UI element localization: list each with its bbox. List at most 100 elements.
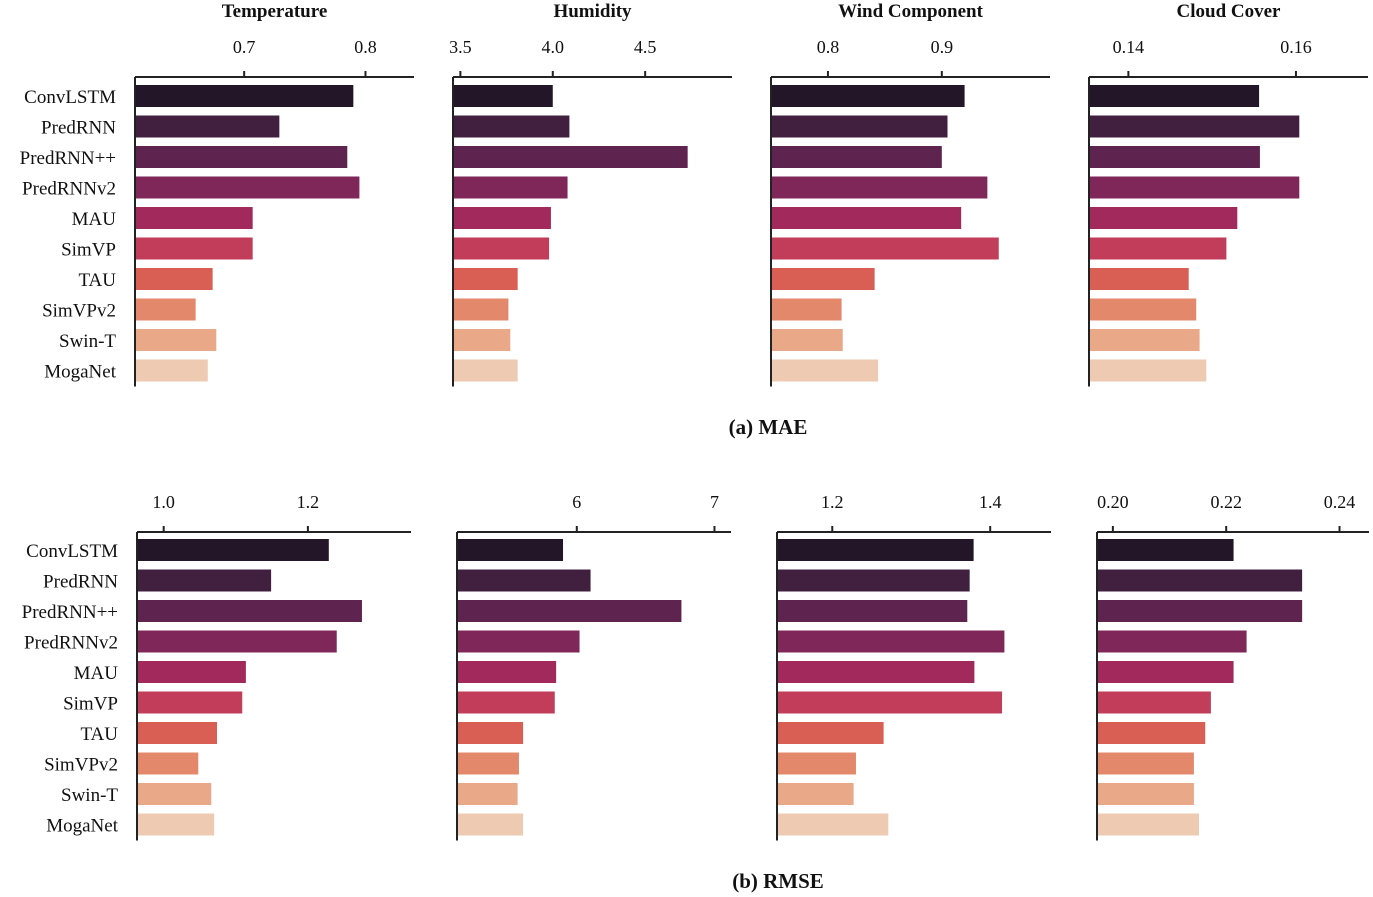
x-tick-label: 0.8: [354, 37, 377, 57]
bar-mau: [458, 661, 557, 683]
x-tick-label: 4.0: [542, 37, 565, 57]
bar-mau: [778, 661, 975, 683]
panel-title-cloud-cover: Cloud Cover: [1177, 1, 1282, 22]
category-label-convlstm: ConvLSTM: [24, 87, 116, 108]
x-tick-label: 1.2: [297, 492, 320, 512]
x-tick-label: 4.5: [634, 37, 657, 57]
bar-moganet: [458, 813, 524, 836]
bar-predrnn: [772, 146, 942, 168]
x-tick-label: 0.20: [1097, 492, 1129, 512]
category-label-predrnn: PredRNN: [43, 572, 118, 593]
category-label-mau: MAU: [74, 663, 119, 684]
bar-tau: [138, 722, 218, 744]
bar-convlstm: [138, 539, 329, 561]
x-tick-label: 7: [710, 492, 719, 512]
panel-mae-3: 0.8 0.9 Wind Component: [770, 1, 1050, 387]
category-label-moganet: MogaNet: [46, 816, 118, 837]
x-tick-label: 0.7: [233, 37, 256, 57]
bar-simvpv2: [458, 752, 519, 775]
category-label-simvpv2: SimVPv2: [42, 301, 116, 322]
bar-predrnn: [772, 115, 948, 138]
bar-predrnnv2: [454, 176, 568, 199]
bar-simvp: [454, 237, 550, 260]
bar-convlstm: [1090, 85, 1260, 107]
bar-predrnnv2: [778, 630, 1005, 653]
category-label-simvp: SimVP: [63, 694, 118, 715]
bar-simvpv2: [136, 298, 196, 321]
bar-mau: [136, 207, 253, 229]
bar-convlstm: [1098, 539, 1234, 561]
x-tick-label: 0.22: [1210, 492, 1242, 512]
bar-predrnn: [458, 569, 591, 592]
bar-predrnn: [1098, 569, 1303, 592]
bar-predrnnv2: [1090, 176, 1300, 199]
bar-swin-t: [778, 783, 854, 805]
bar-mau: [1098, 661, 1234, 683]
bar-moganet: [138, 813, 215, 836]
bar-predrnn: [138, 569, 272, 592]
bar-simvp: [458, 691, 555, 714]
category-label-predrnn: PredRNN: [41, 118, 116, 139]
bar-predrnn: [778, 569, 970, 592]
bar-tau: [136, 268, 213, 290]
bar-simvpv2: [778, 752, 856, 775]
bar-mau: [772, 207, 962, 229]
bar-swin-t: [772, 329, 843, 351]
bar-moganet: [1098, 813, 1199, 836]
bar-convlstm: [772, 85, 965, 107]
bar-predrnnv2: [458, 630, 580, 653]
plots-layer: ConvLSTM PredRNN PredRNN++ PredRNNv2 MAU SimV…: [20, 1, 1369, 841]
bar-simvp: [1098, 691, 1211, 714]
bar-predrnnv2: [138, 630, 337, 653]
bar-predrnn: [458, 600, 682, 622]
bar-predrnn: [1090, 146, 1260, 168]
bar-predrnnv2: [136, 176, 360, 199]
bar-convlstm: [778, 539, 974, 561]
bar-swin-t: [454, 329, 511, 351]
bar-tau: [454, 268, 518, 290]
bar-predrnn: [138, 600, 362, 622]
bar-simvpv2: [772, 298, 842, 321]
panel-rmse-4: 0.20 0.22 0.24: [1096, 492, 1369, 841]
bar-predrnn: [454, 146, 688, 168]
panel-mae-1: ConvLSTM PredRNN PredRNN++ PredRNNv2 MAU SimV…: [20, 1, 414, 387]
category-label-predrnn: PredRNN++: [20, 148, 116, 169]
panel-rmse-1: ConvLSTM PredRNN PredRNN++ PredRNNv2 MAU SimV…: [22, 492, 411, 841]
x-tick-label: 0.9: [931, 37, 954, 57]
category-label-moganet: MogaNet: [44, 362, 116, 383]
bar-moganet: [136, 359, 208, 382]
bar-moganet: [772, 359, 879, 382]
x-tick-label: 1.2: [821, 492, 844, 512]
x-tick-label: 6: [572, 492, 581, 512]
bar-predrnn: [136, 115, 280, 138]
bar-swin-t: [136, 329, 217, 351]
bar-tau: [778, 722, 884, 744]
x-tick-label: 0.24: [1324, 492, 1356, 512]
bar-simvp: [778, 691, 1003, 714]
category-label-simvp: SimVP: [61, 240, 116, 261]
category-label-predrnnv2: PredRNNv2: [22, 179, 116, 200]
panel-mae-4: 0.14 0.16 Cloud Cover: [1088, 1, 1368, 387]
bar-swin-t: [458, 783, 518, 805]
bar-simvp: [136, 237, 253, 260]
bar-tau: [772, 268, 875, 290]
bar-predrnn: [136, 146, 348, 168]
bar-mau: [454, 207, 551, 229]
category-label-mau: MAU: [72, 209, 117, 230]
caption-mae: (a) MAE: [729, 415, 808, 439]
caption-rmse: (b) RMSE: [732, 869, 824, 893]
x-tick-label: 1.4: [979, 492, 1002, 512]
bar-tau: [458, 722, 524, 744]
bar-predrnn: [778, 600, 968, 622]
x-tick-label: 0.8: [817, 37, 840, 57]
bar-moganet: [454, 359, 518, 382]
bar-simvpv2: [1098, 752, 1194, 775]
bar-convlstm: [458, 539, 564, 561]
bar-swin-t: [138, 783, 212, 805]
bar-predrnn: [454, 115, 570, 138]
x-tick-label: 0.16: [1280, 37, 1312, 57]
bar-tau: [1090, 268, 1189, 290]
bar-simvpv2: [454, 298, 509, 321]
